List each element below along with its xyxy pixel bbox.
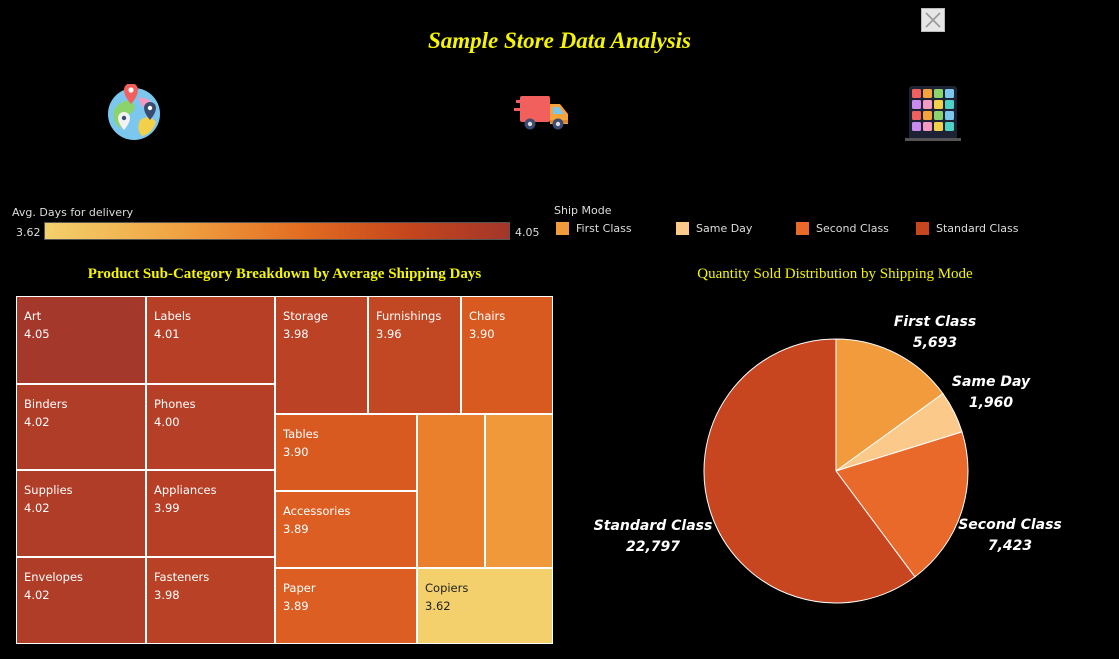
tile-label: Supplies [24, 483, 73, 497]
treemap-tile-binders[interactable]: Binders 4.02 [16, 384, 146, 470]
tile-label: Envelopes [24, 570, 84, 584]
tile-value: 4.00 [154, 415, 180, 429]
treemap-tile-paper[interactable]: Paper 3.89 [275, 568, 417, 644]
legend-item-standard-class[interactable]: Standard Class [916, 222, 1018, 235]
tile-value: 3.98 [154, 588, 180, 602]
tile-label: Chairs [469, 309, 506, 323]
pie-label-value: 5,693 [913, 335, 957, 351]
pie-label-category: Second Class [958, 517, 1062, 533]
treemap-tile-copiers[interactable]: Copiers 3.62 [417, 568, 553, 644]
tile-label: Tables [283, 427, 319, 441]
tile-value: 3.62 [425, 599, 451, 613]
tile-value: 3.89 [283, 599, 309, 613]
tile-label: Binders [24, 397, 68, 411]
ship-mode-legend-title: Ship Mode [554, 204, 612, 217]
treemap-tile-appliances[interactable]: Appliances 3.99 [146, 470, 275, 557]
legend-label: Same Day [696, 222, 753, 235]
pie-chart-title: Quantity Sold Distribution by Shipping M… [697, 266, 973, 282]
tile-label: Copiers [425, 581, 469, 595]
tile-value: 4.02 [24, 588, 50, 602]
tile-label: Labels [154, 309, 192, 323]
legend-swatch [556, 222, 569, 235]
pie-label-category: Standard Class [594, 518, 713, 534]
treemap-tile-envelopes[interactable]: Envelopes 4.02 [16, 557, 146, 644]
tile-label: Art [24, 309, 42, 323]
legend-label: Standard Class [936, 222, 1019, 235]
tile-label: Appliances [154, 483, 217, 497]
color-legend-min: 3.62 [16, 226, 41, 239]
pie-slice-standard-class[interactable] [703, 338, 916, 604]
pie-label-value: 7,423 [988, 538, 1032, 554]
tile-label: Furnishings [376, 309, 442, 323]
treemap-tile-tables[interactable]: Tables 3.90 [275, 414, 417, 491]
legend-swatch [796, 222, 809, 235]
tile-value: 3.90 [283, 445, 309, 459]
legend-item-same-day[interactable]: Same Day [676, 222, 752, 235]
tile-value: 3.96 [376, 327, 402, 341]
tile-value: 4.01 [154, 327, 180, 341]
pie-slice-second-class[interactable] [835, 431, 969, 578]
pie-label-value: 22,797 [626, 539, 680, 555]
treemap-tile-storage[interactable]: Storage 3.98 [275, 296, 368, 414]
tile-label: Storage [283, 309, 328, 323]
treemap-tile-accessories[interactable]: Accessories 3.89 [275, 491, 417, 568]
treemap-tile-art[interactable]: Art 4.05 [16, 296, 146, 384]
legend-item-first-class[interactable]: First Class [556, 222, 632, 235]
legend-label: First Class [576, 222, 632, 235]
tile-label: Accessories [283, 504, 351, 518]
tile-value: 3.98 [283, 327, 309, 341]
pie-label-category: First Class [894, 314, 976, 330]
treemap-tile-unlabeled-15[interactable] [417, 414, 485, 568]
treemap-tile-fasteners[interactable]: Fasteners 3.98 [146, 557, 275, 644]
map-globe-icon[interactable] [104, 83, 164, 144]
treemap-title: Product Sub-Category Breakdown by Averag… [87, 266, 482, 282]
tile-label: Fasteners [154, 570, 210, 584]
color-legend-max: 4.05 [515, 226, 540, 239]
pie-chart: First Class 5,693 Same Day 1,960 Second Clas… [594, 314, 1062, 604]
legend-swatch [916, 222, 929, 235]
treemap-tile-furnishings[interactable]: Furnishings 3.96 [368, 296, 461, 414]
delivery-truck-icon[interactable] [514, 84, 574, 144]
tile-value: 3.90 [469, 327, 495, 341]
treemap-tile-supplies[interactable]: Supplies 4.02 [16, 470, 146, 557]
tile-value: 4.05 [24, 327, 50, 341]
legend-item-second-class[interactable]: Second Class [796, 222, 889, 235]
legend-swatch [676, 222, 689, 235]
close-icon [925, 12, 941, 28]
tile-label: Phones [154, 397, 196, 411]
tile-label: Paper [283, 581, 316, 595]
pie-label-value: 1,960 [969, 395, 1014, 411]
pie-slice-first-class[interactable] [835, 338, 944, 472]
tile-value: 4.02 [24, 501, 50, 515]
treemap-tile-unlabeled-16[interactable] [485, 414, 553, 568]
color-legend-ramp[interactable] [44, 222, 510, 240]
treemap-tile-phones[interactable]: Phones 4.00 [146, 384, 275, 470]
color-legend-title: Avg. Days for delivery [12, 206, 134, 219]
category-grid-icon[interactable] [903, 84, 963, 144]
tile-value: 3.89 [283, 522, 309, 536]
treemap-tile-labels[interactable]: Labels 4.01 [146, 296, 275, 384]
treemap-chart: Art 4.05 Labels 4.01 Binders 4.02 Phones 4.00 Su… [16, 296, 553, 644]
tile-value: 4.02 [24, 415, 50, 429]
legend-label: Second Class [816, 222, 889, 235]
tile-value: 3.99 [154, 501, 180, 515]
treemap-tile-chairs[interactable]: Chairs 3.90 [461, 296, 553, 414]
close-button[interactable] [921, 8, 945, 32]
pie-label-category: Same Day [952, 374, 1031, 390]
page-title: Sample Store Data Analysis [427, 28, 692, 53]
